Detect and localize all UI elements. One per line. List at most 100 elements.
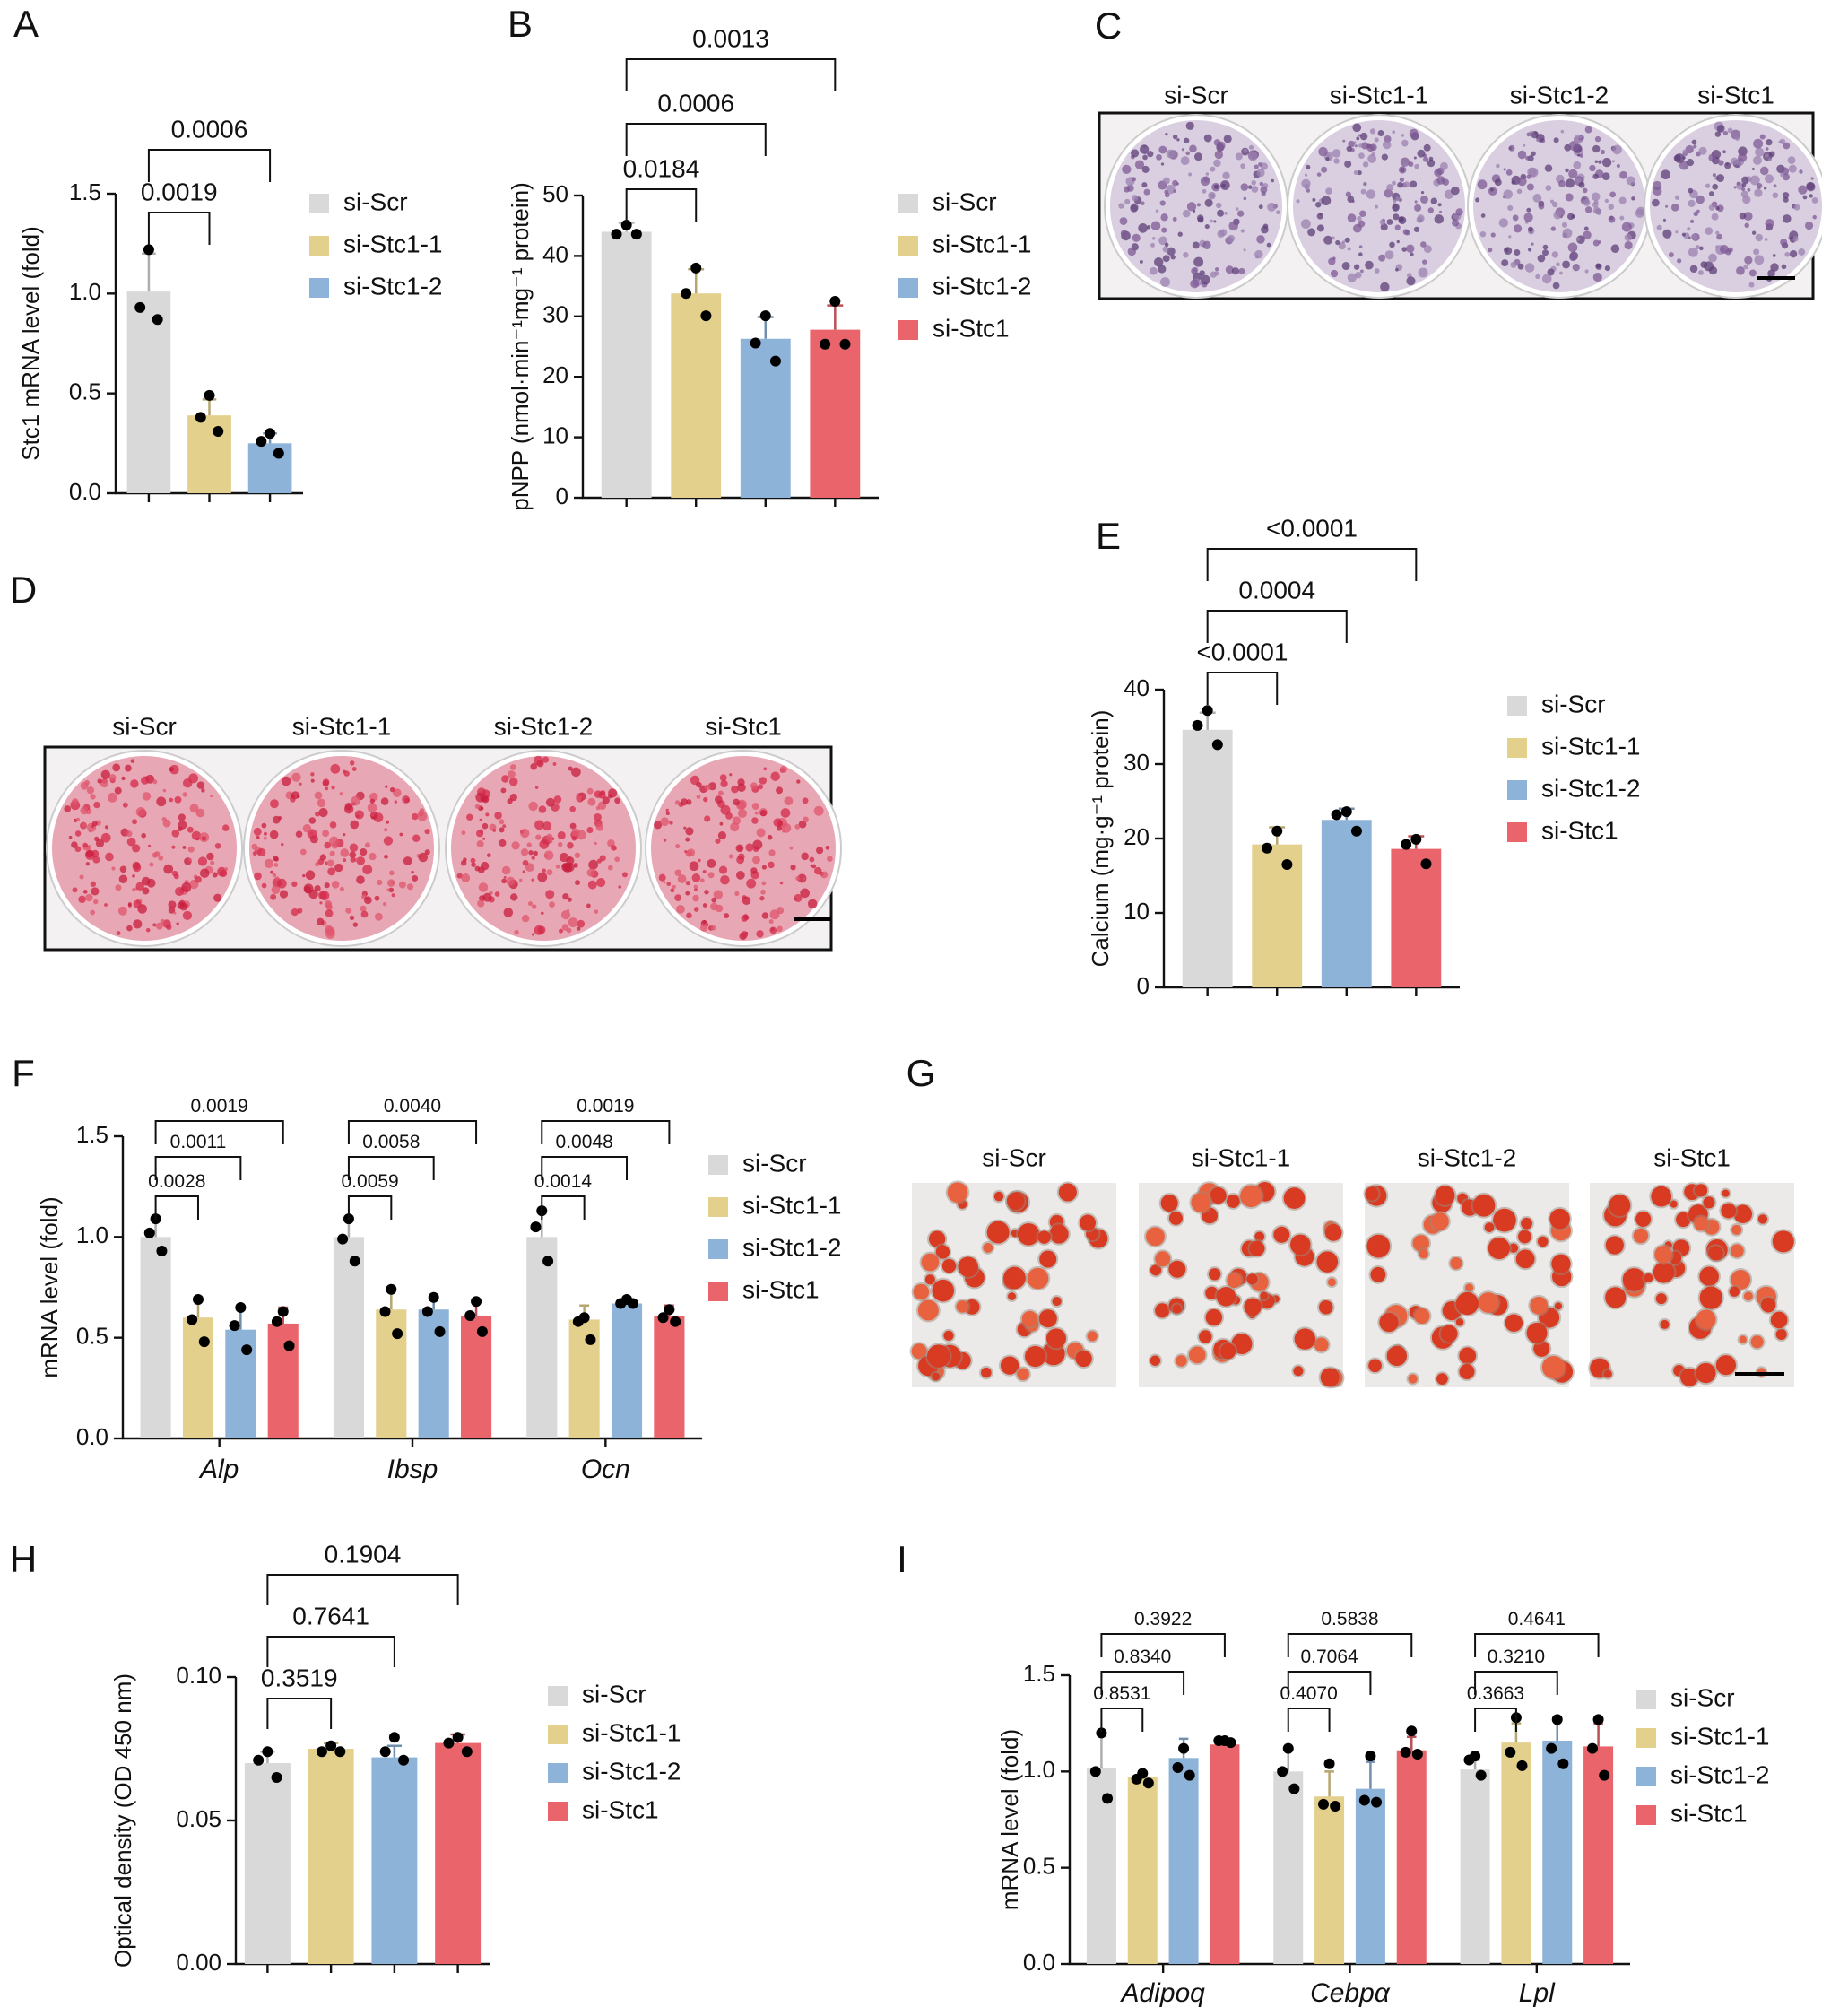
stain-speck (557, 830, 566, 840)
stain-speck (587, 797, 596, 806)
stain-speck (1618, 196, 1627, 204)
panel-letter: G (907, 1052, 936, 1094)
stain-speck (596, 858, 603, 864)
lipid-droplet (1327, 1278, 1336, 1287)
stain-speck (614, 856, 620, 863)
stain-speck (750, 867, 758, 874)
stain-speck (1712, 183, 1719, 190)
significance-bracket (1474, 1633, 1600, 1657)
stain-speck (456, 873, 463, 879)
data-point (187, 1314, 198, 1325)
lipid-droplet (1605, 1287, 1627, 1308)
p-value: 0.0006 (657, 89, 734, 117)
stain-speck (693, 907, 699, 912)
stain-speck (1686, 159, 1695, 167)
stain-speck (1612, 144, 1622, 155)
legend-label: si-Stc1-1 (742, 1191, 841, 1219)
stain-speck (171, 870, 178, 877)
lipid-droplet (1324, 1223, 1342, 1241)
data-point (1546, 1742, 1557, 1754)
stain-speck (1196, 203, 1201, 207)
data-point (1323, 1758, 1335, 1769)
data-point (1400, 1746, 1411, 1758)
stain-speck (587, 880, 597, 890)
stain-speck (525, 863, 534, 873)
legend-label: si-Stc1 (582, 1795, 659, 1823)
data-point (1131, 1773, 1142, 1785)
data-point (572, 1316, 584, 1327)
data-point (316, 1746, 327, 1758)
lipid-droplet (1368, 1359, 1382, 1373)
stain-speck (80, 806, 89, 815)
stain-speck (1770, 263, 1779, 272)
stain-speck (168, 907, 176, 914)
panel-letter: F (12, 1052, 35, 1094)
stain-speck (1130, 204, 1139, 213)
stain-speck (1386, 184, 1394, 192)
stain-speck (813, 805, 824, 816)
stain-speck (1755, 147, 1765, 157)
stain-speck (1788, 164, 1797, 173)
stain-speck (1727, 247, 1733, 253)
lipid-droplet (1729, 1286, 1740, 1297)
stain-speck (768, 919, 774, 925)
significance-bracket (154, 1120, 284, 1144)
x-tick-label: Ibsp (387, 1455, 438, 1484)
stain-speck (1181, 148, 1185, 152)
stain-speck (374, 912, 383, 921)
stain-speck (74, 830, 82, 837)
data-point (611, 229, 622, 240)
stain-speck (1353, 169, 1358, 175)
stain-speck (386, 888, 390, 891)
data-point (283, 1340, 295, 1351)
stain-speck (212, 872, 218, 878)
stain-speck (1744, 222, 1749, 229)
stain-speck (352, 922, 359, 927)
stain-speck (1399, 177, 1405, 182)
stain-speck (571, 836, 577, 841)
stain-speck (1480, 213, 1486, 218)
data-point (262, 1746, 273, 1758)
stain-speck (100, 778, 109, 788)
stain-speck (546, 869, 553, 876)
stain-speck (398, 881, 406, 889)
stain-speck (689, 861, 699, 872)
lipid-droplet (1775, 1328, 1787, 1341)
stain-speck (1784, 251, 1791, 257)
stain-speck (1222, 171, 1230, 180)
lipid-droplet (1605, 1236, 1624, 1255)
stain-speck (1584, 126, 1592, 134)
stain-speck (1254, 164, 1259, 169)
stain-speck (549, 901, 555, 908)
significance-bracket (625, 188, 698, 222)
stain-speck (534, 925, 544, 935)
stain-speck (78, 895, 86, 904)
stain-speck (756, 828, 766, 838)
data-point (398, 1754, 410, 1766)
stain-speck (1764, 238, 1768, 241)
stain-speck (1691, 233, 1697, 240)
stain-speck (279, 890, 289, 899)
significance-bracket (541, 1156, 629, 1180)
stain-speck (1591, 192, 1601, 202)
data-point (241, 1344, 253, 1356)
stain-speck (114, 786, 122, 795)
bar (140, 1237, 171, 1438)
stain-speck (1406, 244, 1415, 253)
stain-speck (1708, 253, 1717, 263)
stain-speck (1604, 198, 1609, 204)
stain-speck (384, 828, 388, 832)
stain-speck (1514, 248, 1521, 256)
stain-speck (482, 837, 486, 840)
stain-speck (731, 785, 739, 794)
stain-speck (1150, 221, 1161, 230)
significance-bracket (625, 123, 767, 156)
significance-bracket (347, 1195, 393, 1220)
error-bar (1324, 1770, 1334, 1797)
stain-speck (1767, 269, 1775, 278)
stain-speck (351, 767, 357, 771)
stain-speck (1224, 211, 1228, 215)
stain-speck (196, 781, 205, 789)
stain-speck (1594, 135, 1601, 143)
stain-speck (1716, 125, 1725, 133)
